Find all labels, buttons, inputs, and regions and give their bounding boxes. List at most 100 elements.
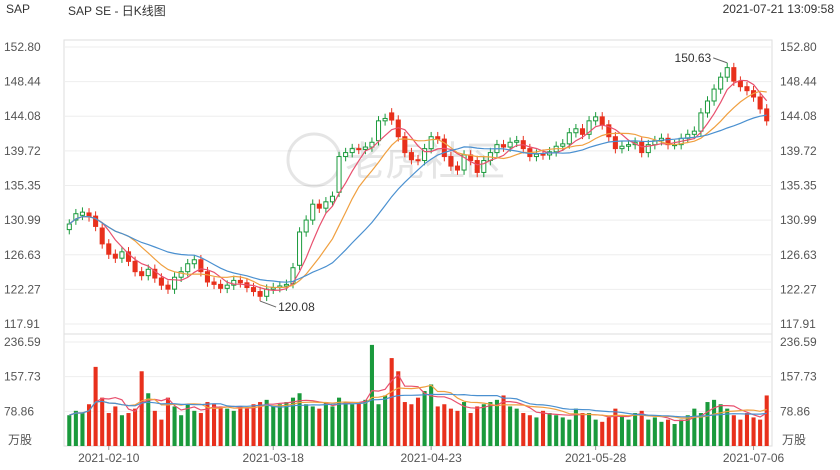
candle-body: [303, 219, 309, 233]
candle-body: [599, 116, 605, 126]
volume-bar: [672, 424, 677, 446]
volume-bar: [152, 410, 157, 446]
x-tick-label: 2021-02-10: [78, 451, 140, 465]
candle-body: [711, 88, 717, 102]
volume-bar: [389, 358, 394, 446]
volume-bar: [337, 397, 342, 446]
price-tick-left: 122.27: [4, 282, 41, 296]
volume-bar: [468, 413, 473, 446]
volume-bar: [304, 404, 309, 446]
volume-bar: [67, 415, 72, 446]
volume-tick-right: 236.59: [780, 335, 817, 349]
volume-bar: [725, 408, 730, 446]
candle-body: [297, 231, 303, 266]
annotations: 150.63 120.08: [259, 51, 728, 314]
candle-body: [369, 141, 375, 148]
volume-bar: [514, 408, 519, 446]
volume-bar: [172, 406, 177, 446]
candle-body: [566, 132, 572, 145]
candle-body: [310, 203, 316, 221]
candle-body: [757, 96, 763, 110]
candle-body: [198, 259, 204, 273]
volume-bar: [751, 417, 756, 446]
volume-bar: [113, 406, 118, 446]
candle-body: [612, 136, 618, 150]
candle-body: [375, 120, 382, 142]
price-tick-right: 117.91: [780, 317, 816, 331]
volume-bar: [659, 421, 664, 446]
volume-bar: [462, 402, 467, 446]
volume-bar: [580, 413, 585, 446]
volume-bar: [264, 399, 269, 446]
volume-bar: [317, 408, 322, 446]
candle-body: [145, 268, 151, 277]
volume-tick-left: 78.86: [4, 404, 34, 418]
volume-bar: [93, 366, 98, 446]
x-tick-label: 2021-04-23: [400, 451, 462, 465]
candle-body: [718, 76, 724, 90]
volume-bar: [290, 397, 296, 446]
volume-tick-left: 157.73: [4, 370, 41, 384]
volume-bar: [73, 410, 78, 446]
volume-bar: [422, 391, 427, 446]
candle-body: [106, 243, 112, 255]
candle-body: [218, 283, 224, 289]
volume-bar: [633, 413, 638, 446]
candle-body: [382, 117, 388, 122]
volume-bar: [613, 408, 618, 446]
volume-bar: [573, 408, 578, 446]
candle-body: [724, 67, 730, 78]
candle-body: [560, 143, 566, 147]
annotation-leader: [713, 57, 728, 64]
candle-body: [422, 148, 428, 162]
volume-bar: [679, 419, 684, 446]
candle-body: [415, 159, 421, 162]
axis-labels: 152.80 152.80 148.44 148.44 144.08 144.08 139.…: [4, 40, 817, 465]
candle-body: [474, 160, 480, 173]
candle-body: [79, 211, 85, 216]
volume-bar: [606, 417, 611, 446]
candle-body: [172, 276, 178, 290]
volume-bar: [494, 399, 499, 446]
price-tick-right: 152.80: [780, 40, 817, 54]
candle-body: [349, 148, 355, 154]
volume-bar: [501, 395, 506, 446]
candle-body: [428, 136, 434, 150]
x-tick-label: 2021-07-06: [723, 451, 785, 465]
volume-bar: [488, 402, 493, 446]
price-tick-right: 130.99: [780, 213, 817, 227]
volume-unit-right: 万股: [782, 433, 806, 447]
candle-body: [316, 203, 322, 209]
volume-bar: [330, 406, 335, 446]
volume-bar: [363, 399, 368, 446]
candle-body: [73, 213, 79, 221]
candle-body: [402, 136, 408, 154]
volume-bar: [448, 408, 453, 446]
candle-body: [250, 287, 257, 293]
volume-bar: [396, 371, 401, 446]
candle-body: [533, 153, 539, 158]
volume-bar: [409, 404, 414, 446]
volume-bar: [738, 419, 743, 446]
volume-bar: [185, 404, 190, 446]
chart-title: SAP SE - 日K线图: [68, 4, 166, 18]
volume-bar: [744, 413, 750, 446]
candle-body: [626, 144, 632, 147]
candle-body: [731, 67, 737, 82]
volume-bar: [159, 419, 164, 446]
candle-body: [93, 215, 99, 227]
volume-bar: [106, 413, 111, 446]
volume-bar: [534, 417, 539, 446]
volume-bar: [508, 406, 513, 446]
volume-bar: [712, 399, 717, 446]
candle-body: [99, 227, 105, 245]
price-ma20-line: [68, 114, 767, 283]
candle-body: [211, 281, 217, 285]
volume-bar: [442, 404, 447, 446]
volume-bar: [587, 413, 592, 446]
candle-body: [257, 291, 263, 297]
candle-body: [329, 195, 336, 203]
volume-bar: [211, 404, 217, 446]
